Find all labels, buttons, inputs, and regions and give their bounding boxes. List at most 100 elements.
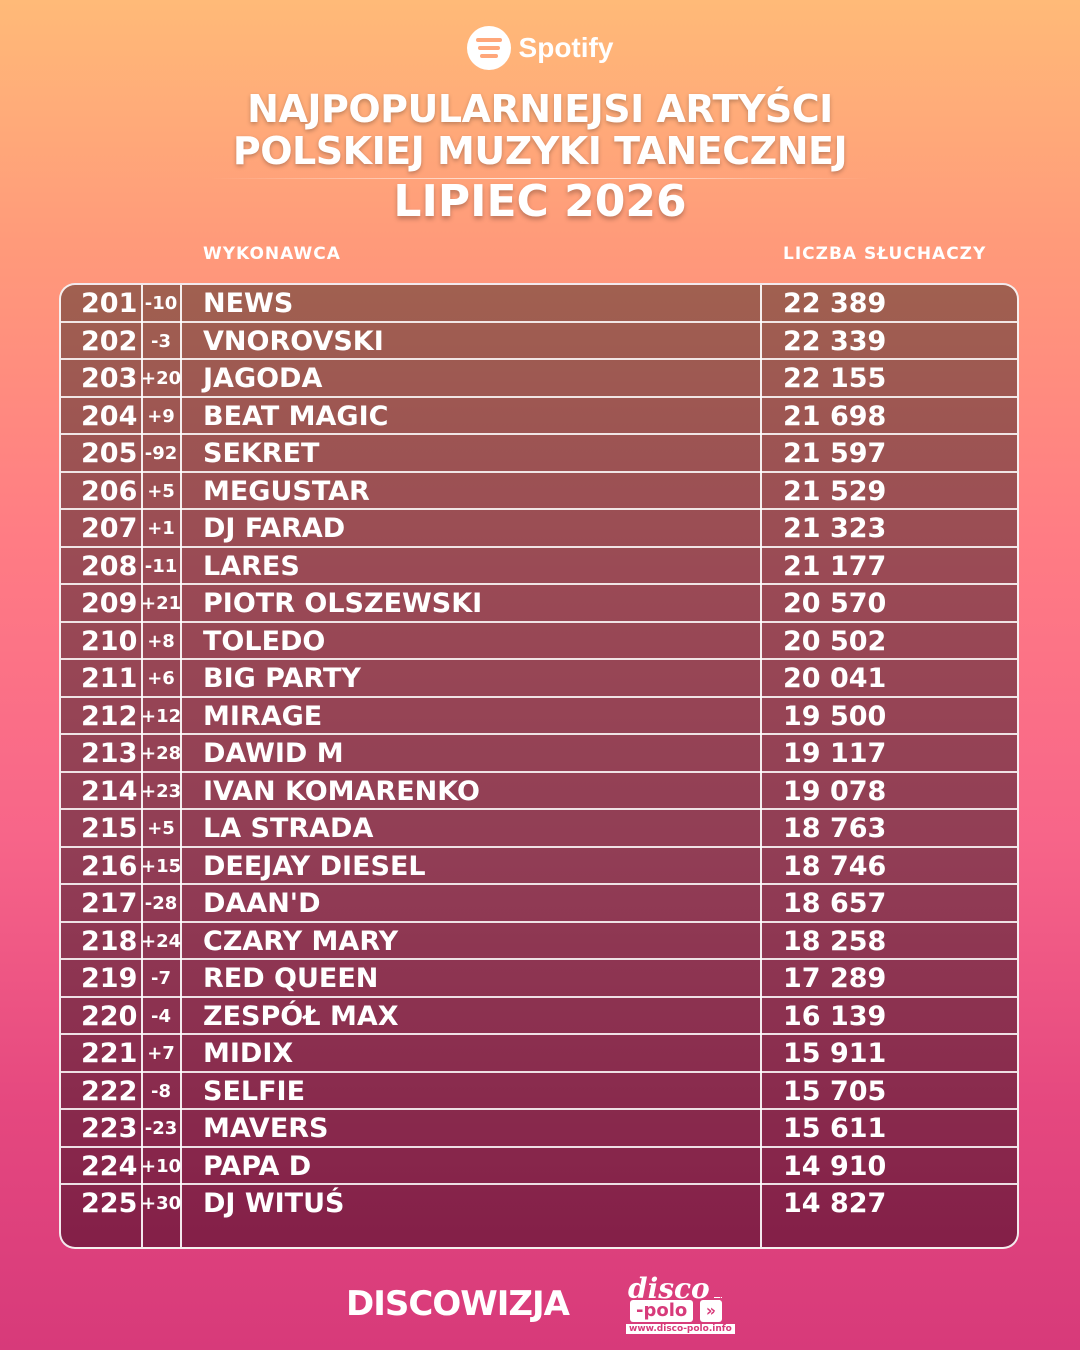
artist-cell: LARES [203,550,300,582]
change-cell: -8 [151,1080,171,1102]
table-row: 202 -3 VNOROVSKI 22 339 [61,323,1017,360]
page-title: NAJPOPULARNIEJSI ARTYŚCI POLSKIEJ MUZYKI… [0,88,1080,172]
change-cell: +5 [147,818,175,839]
dp-logo-url: www.disco-polo.info [626,1324,735,1334]
row-divider [61,320,1017,323]
artist-cell: ZESPÓŁ MAX [203,1000,399,1032]
listeners-cell: 19 078 [783,775,887,807]
row-divider [61,845,1017,848]
listeners-cell: 18 746 [783,850,887,882]
change-cell: -3 [151,330,171,352]
spotify-logo-icon [466,26,511,70]
artist-cell: SEKRET [203,438,320,469]
listeners-cell: 20 502 [783,625,887,657]
artist-cell: SELFIE [203,1075,306,1107]
listeners-cell: 18 258 [783,925,887,957]
table-row: 222 -8 SELFIE 15 705 [61,1073,1017,1110]
table-row: 211 +6 BIG PARTY 20 041 [61,660,1017,698]
change-cell: +28 [141,743,182,764]
rank-cell: 206 [81,475,138,507]
discowizja-logo: DISCOWIZJA [346,1284,570,1324]
change-cell: +7 [147,1043,175,1064]
listeners-cell: 17 289 [783,963,887,994]
artist-cell: JAGODA [203,363,323,394]
fast-forward-icon: » [700,1300,722,1322]
spotify-logo: Spotify [0,26,1080,70]
dp-logo-disco: disco [628,1272,710,1305]
artist-cell: DAAN'D [203,888,321,919]
row-divider [61,658,1017,660]
rank-cell: 205 [81,438,138,469]
rank-cell: 201 [81,288,138,319]
table-row: 223 -23 MAVERS 15 611 [61,1110,1017,1148]
spotify-wordmark: Spotify [518,32,614,63]
rank-cell: 214 [81,775,138,807]
change-cell: +10 [141,1155,182,1177]
table-row: 225 +30 DJ WITUŚ 14 827 [61,1185,1017,1223]
row-divider [61,545,1017,548]
row-divider [61,470,1017,473]
listeners-cell: 21 177 [783,550,887,582]
artist-cell: MAVERS [203,1113,329,1144]
listeners-cell: 15 705 [783,1075,887,1107]
rank-cell: 217 [81,888,138,919]
listeners-cell: 20 570 [783,588,887,619]
change-cell: -92 [144,443,178,464]
change-cell: -10 [144,293,178,314]
table-row: 212 +12 MIRAGE 19 500 [61,698,1017,735]
artist-cell: MIRAGE [203,700,323,732]
artist-cell: BEAT MAGIC [203,400,389,432]
rank-cell: 212 [81,700,138,732]
listeners-cell: 20 041 [783,663,887,694]
table-row: 217 -28 DAAN'D 18 657 [61,885,1017,923]
rank-cell: 203 [81,363,138,394]
change-cell: +1 [147,518,175,539]
listeners-cell: 21 323 [783,513,887,544]
row-divider [61,995,1017,998]
footer: DISCOWIZJA disco -polo » info www.disco-… [0,1272,1080,1348]
rank-cell: 215 [81,813,138,844]
change-cell: +24 [141,930,182,952]
disco-polo-info-logo: disco -polo » info www.disco-polo.info [624,1272,744,1338]
dp-logo-polo: -polo [630,1300,694,1322]
column-divider [760,285,762,1247]
column-divider [141,285,143,1247]
listeners-cell: 22 389 [783,288,887,319]
artist-cell: PAPA D [203,1150,312,1182]
change-cell: -11 [144,555,178,577]
artist-cell: DJ WITUŚ [203,1188,345,1219]
page-subtitle: LIPIEC 2026 [393,176,687,227]
listeners-cell: 22 339 [783,325,887,357]
change-cell: -7 [151,968,171,989]
table-row: 213 +28 DAWID M 19 117 [61,735,1017,773]
column-divider [180,285,182,1247]
listeners-cell: 21 529 [783,475,887,507]
change-cell: +9 [147,405,175,427]
change-cell: +30 [141,1193,182,1214]
listeners-cell: 19 500 [783,700,887,732]
change-cell: +12 [141,705,182,727]
listeners-cell: 22 155 [783,363,887,394]
rank-cell: 209 [81,588,138,619]
rank-cell: 216 [81,850,138,882]
artist-cell: CZARY MARY [203,925,399,957]
listeners-cell: 21 597 [783,438,887,469]
table-row: 209 +21 PIOTR OLSZEWSKI 20 570 [61,585,1017,623]
row-divider [61,395,1017,398]
listeners-cell: 16 139 [783,1000,887,1032]
artist-cell: BIG PARTY [203,663,361,694]
rank-cell: 219 [81,963,138,994]
row-divider [61,770,1017,773]
rank-cell: 207 [81,513,138,544]
artist-cell: NEWS [203,288,294,319]
artist-cell: TOLEDO [203,625,326,657]
artist-cell: DAWID M [203,738,344,769]
change-cell: +23 [141,780,182,802]
table-row: 215 +5 LA STRADA 18 763 [61,810,1017,848]
table-row: 203 +20 JAGODA 22 155 [61,360,1017,398]
change-cell: -23 [144,1118,178,1139]
row-divider [61,808,1017,810]
rank-cell: 221 [81,1038,138,1069]
listeners-cell: 18 763 [783,813,887,844]
artist-cell: DJ FARAD [203,513,346,544]
